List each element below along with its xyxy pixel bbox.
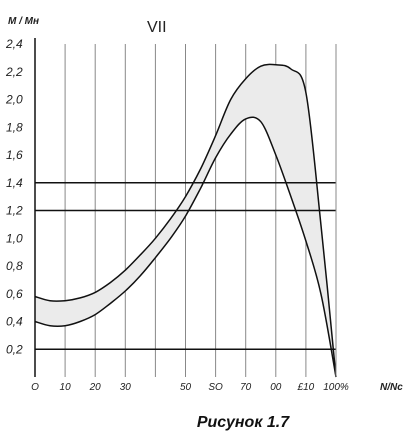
y-tick-label: 2,2	[5, 65, 23, 79]
x-tick-label: 10	[60, 382, 72, 393]
x-tick-label: 100%	[323, 382, 349, 393]
y-tick-label: 0,6	[6, 287, 23, 301]
y-tick-label: 0,4	[6, 315, 23, 329]
series-layer	[34, 63, 337, 378]
figure-caption: Рисунок 1.7	[197, 414, 290, 431]
y-tick-label: 1,0	[6, 231, 23, 245]
tick-labels: 0,2 0,4 0,6 0,8 1,0 1,2 1,4 1,6 1,8 2,0 2,2 2,4 O 10 2…	[5, 37, 349, 393]
x-tick-label: O	[31, 382, 39, 393]
x-tick-label: 30	[120, 382, 132, 393]
x-tick-label: 20	[89, 382, 102, 393]
y-tick-label: 1,8	[6, 120, 23, 134]
x-tick-label: 70	[240, 382, 252, 393]
y-tick-label: 1,2	[6, 204, 23, 218]
axis-layer	[34, 38, 337, 377]
y-tick-label: 2,4	[5, 37, 23, 51]
series-line-lower	[34, 116, 337, 378]
y-axis-label: M / Mн	[8, 16, 39, 27]
x-tick-label: £10	[297, 382, 315, 393]
y-tick-label: 1,4	[6, 176, 23, 190]
chart-title: VII	[147, 19, 167, 36]
series-line-upper	[34, 63, 337, 378]
x-tick-label: SO	[208, 382, 223, 393]
y-tick-label: 1,6	[6, 148, 23, 162]
y-tick-label: 2,0	[5, 93, 23, 107]
x-axis-label: N/Nc	[380, 382, 403, 393]
x-tick-label: 00	[270, 382, 282, 393]
band-area	[35, 64, 336, 377]
y-tick-label: 0,8	[6, 259, 23, 273]
x-tick-label: 50	[180, 382, 192, 393]
band-layer	[35, 64, 336, 377]
y-tick-label: 0,2	[6, 342, 23, 356]
